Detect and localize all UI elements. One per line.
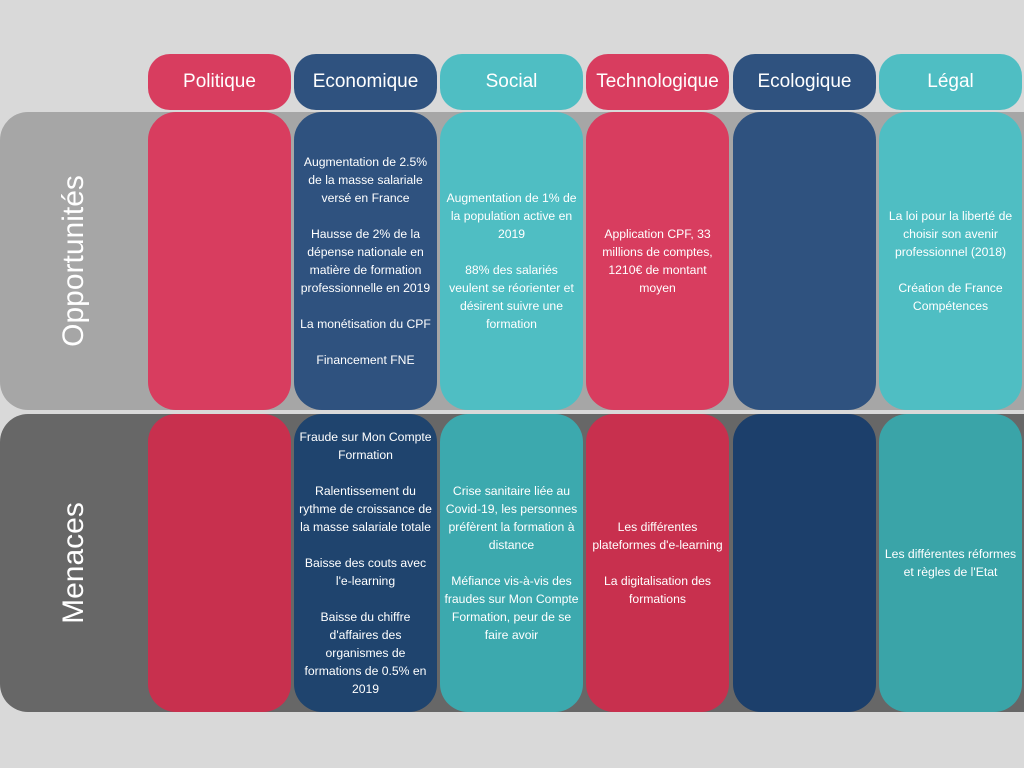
cell-item: Baisse des couts avec l'e-learning [304, 556, 427, 588]
cell-menaces-social: Crise sanitaire liée au Covid-19, les pe… [440, 414, 583, 712]
cell-item: Baisse du chiffre d'affaires des organis… [304, 610, 427, 696]
row-label-opportunites: Opportunités [57, 175, 90, 347]
cell-item: Fraude sur Mon Compte Formation [299, 430, 432, 462]
cell-menaces-legal: Les différentes réformes et règles de l'… [879, 414, 1022, 712]
cell-item: Financement FNE [316, 353, 415, 367]
cell-item: Création de France Compétences [898, 281, 1003, 313]
cell-menaces-economique: Fraude sur Mon Compte Formation Ralentiss… [294, 414, 437, 712]
cell-opportunites-social: Augmentation de 1% de la population acti… [440, 112, 583, 410]
column-header-politique: Politique [148, 54, 291, 110]
cell-item: Application CPF, 33 millions de comptes,… [602, 227, 713, 295]
cell-item: 88% des salariés veulent se réorienter e… [449, 263, 574, 331]
cell-menaces-politique [148, 414, 291, 712]
column-header-economique: Economique [294, 54, 437, 110]
column-header-social: Social [440, 54, 583, 110]
cell-opportunites-legal: La loi pour la liberté de choisir son av… [879, 112, 1022, 410]
cell-opportunites-ecologique [733, 112, 876, 410]
cell-item: Les différentes réformes et règles de l'… [884, 547, 1017, 579]
cell-item: Méfiance vis-à-vis des fraudes sur Mon C… [444, 574, 579, 642]
cell-item: Crise sanitaire liée au Covid-19, les pe… [445, 484, 578, 552]
column-header-ecologique: Ecologique [733, 54, 876, 110]
cell-item: Les différentes plateformes d'e-learning [592, 520, 723, 552]
cell-item: Ralentissement du rythme de croissance d… [299, 484, 432, 534]
cell-item: La digitalisation des formations [603, 574, 712, 606]
cell-opportunites-economique: Augmentation de 2.5% de la masse salaria… [294, 112, 437, 410]
column-header-legal: Légal [879, 54, 1022, 110]
cell-menaces-ecologique [733, 414, 876, 712]
cell-item: Hausse de 2% de la dépense nationale en … [300, 227, 431, 295]
column-header-technologique: Technologique [586, 54, 729, 110]
cell-item: La loi pour la liberté de choisir son av… [888, 209, 1013, 259]
cell-menaces-technologique: Les différentes plateformes d'e-learning… [586, 414, 729, 712]
cell-opportunites-technologique: Application CPF, 33 millions de comptes,… [586, 112, 729, 410]
row-label-menaces: Menaces [56, 502, 90, 624]
cell-opportunites-politique [148, 112, 291, 410]
cell-item: Augmentation de 2.5% de la masse salaria… [303, 155, 428, 205]
cell-item: La monétisation du CPF [300, 317, 431, 331]
cell-item: Augmentation de 1% de la population acti… [446, 191, 577, 241]
